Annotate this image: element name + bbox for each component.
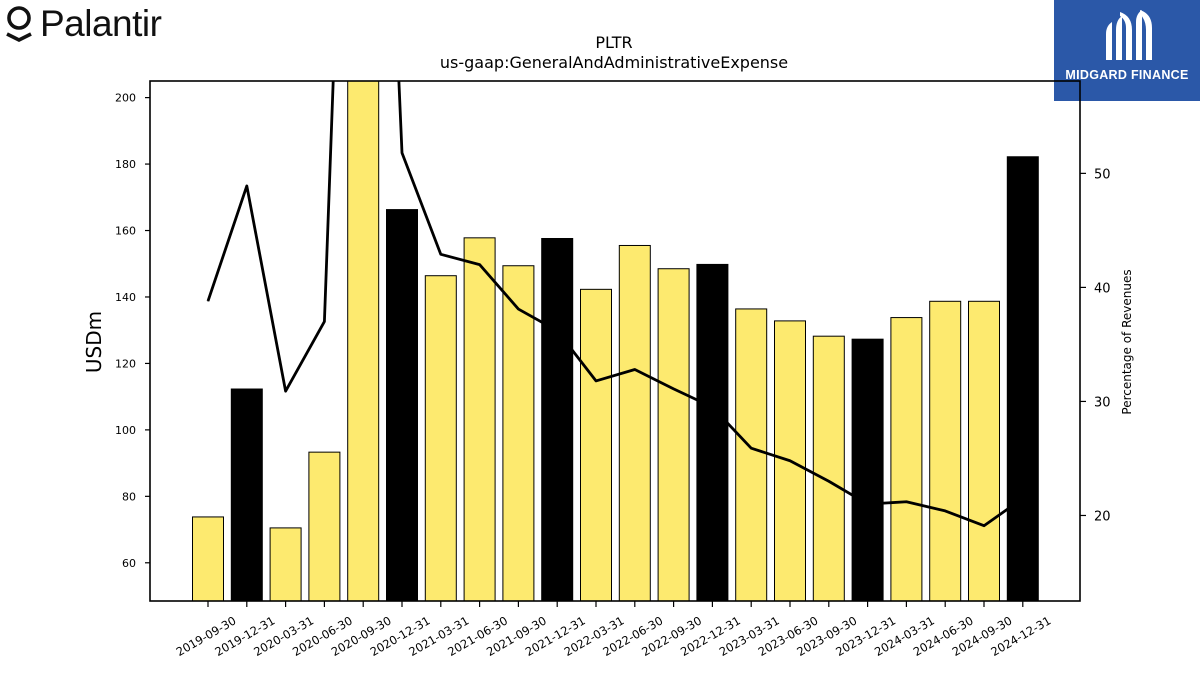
line-point-2022-03-31	[595, 380, 597, 382]
bar-2023-03-31	[735, 308, 768, 601]
midgard-logo-text: MIDGARD FINANCE	[1065, 68, 1189, 82]
line-point-2020-03-31	[285, 390, 287, 392]
right-y-tick-label: 50	[1094, 167, 1111, 182]
bar-2022-12-31	[696, 263, 729, 601]
line-point-2023-12-31	[867, 503, 869, 505]
chart-subtitle: us-gaap:GeneralAndAdministrativeExpense	[440, 53, 788, 72]
line-point-2023-03-31	[750, 447, 752, 449]
bar-2023-09-30	[812, 335, 845, 601]
left-y-tick-label: 160	[115, 225, 136, 238]
line-point-2024-09-30	[983, 525, 985, 527]
bar-2024-03-31	[890, 317, 923, 601]
line-point-2019-12-31	[246, 185, 248, 187]
bar-2022-03-31	[580, 288, 612, 601]
left-y-tick-label: 200	[115, 92, 136, 105]
percentage-line	[206, 81, 1024, 528]
bar-2024-09-30	[968, 300, 1000, 601]
line-point-2019-09-30	[207, 300, 209, 302]
right-y-tick-label: 40	[1094, 281, 1111, 296]
bar-2022-09-30	[657, 268, 690, 601]
left-y-axis: 60 80 100 120 140 160 180 200	[115, 92, 150, 570]
chart-title: PLTR	[595, 33, 632, 52]
right-y-axis: 20 30 40 50	[1080, 167, 1111, 524]
bar-2022-06-30	[618, 244, 651, 601]
left-y-tick-label: 180	[115, 158, 136, 171]
bar-2021-03-31	[424, 275, 457, 601]
palantir-logo-icon	[6, 6, 32, 43]
left-y-tick-label: 100	[115, 424, 136, 437]
x-axis: 2019-09-302019-12-312020-03-312020-06-30…	[174, 601, 1053, 659]
plot-frame	[149, 80, 1081, 602]
midgard-logo-icon	[1106, 10, 1152, 60]
line-point-2024-03-31	[905, 501, 907, 503]
bar-2024-12-31	[1006, 156, 1039, 601]
line-point-2020-06-30	[323, 321, 325, 323]
bar-series	[192, 81, 1039, 601]
line-point-2023-06-30	[789, 460, 791, 462]
bar-2020-09-30	[347, 81, 380, 601]
bar-2021-06-30	[463, 237, 496, 601]
line-point-2022-09-30	[673, 388, 675, 390]
bar-2020-12-31	[386, 209, 418, 601]
right-y-axis-label: Percentage of Revenues	[1120, 269, 1134, 414]
bar-2019-09-30	[192, 516, 224, 601]
line-point-2021-12-31	[556, 330, 558, 332]
line-point-2024-06-30	[944, 510, 946, 512]
line-point-2024-12-31	[1022, 497, 1024, 499]
palantir-logo: Palantir	[4, 3, 162, 44]
bar-2020-03-31	[269, 527, 302, 601]
line-point-2020-12-31	[401, 152, 403, 154]
left-y-tick-label: 120	[115, 357, 136, 370]
bar-2021-09-30	[502, 265, 535, 601]
line-point-2022-06-30	[634, 369, 636, 371]
bar-2021-12-31	[541, 237, 574, 601]
line-point-2021-09-30	[517, 308, 519, 310]
line-series	[206, 81, 1024, 528]
line-point-2023-09-30	[828, 480, 830, 482]
bar-2020-06-30	[308, 451, 341, 601]
left-y-tick-label: 80	[122, 490, 136, 503]
midgard-finance-logo: MIDGARD FINANCE	[1054, 0, 1200, 101]
bar-2024-06-30	[929, 300, 962, 601]
bar-2019-12-31	[230, 388, 263, 601]
left-y-tick-label: 60	[122, 557, 136, 570]
palantir-logo-text: Palantir	[40, 3, 162, 44]
bar-2023-06-30	[774, 320, 806, 601]
right-y-tick-label: 30	[1094, 395, 1111, 410]
line-point-2022-12-31	[711, 406, 713, 408]
line-point-2021-03-31	[440, 253, 442, 255]
y-axis-label: USDm	[82, 311, 106, 373]
bar-2023-12-31	[851, 338, 884, 601]
right-y-tick-label: 20	[1094, 509, 1111, 524]
line-point-2021-06-30	[479, 264, 481, 266]
left-y-tick-label: 140	[115, 291, 136, 304]
